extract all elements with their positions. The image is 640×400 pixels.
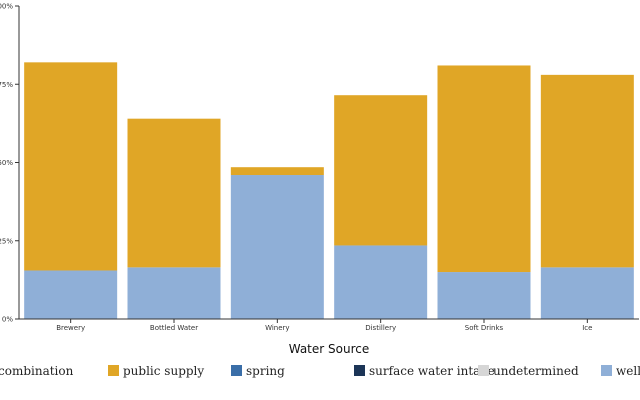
bar-public-supply-ice: [540, 74, 634, 268]
legend-item: public supply: [108, 364, 204, 378]
legend-label: combination: [0, 364, 74, 378]
legend-label: well: [616, 364, 640, 378]
y-tick-label: 50%: [0, 159, 13, 167]
legend-label: undetermined: [493, 364, 579, 378]
bar-well-ice: [540, 267, 634, 319]
legend-swatch: [354, 365, 365, 376]
x-tick-label: Ice: [582, 324, 592, 332]
x-tick-label: Distillery: [365, 324, 396, 332]
x-axis: Brewery Bottled Water Winery Distillery Soft…: [19, 318, 639, 332]
bar-well-winery: [230, 175, 324, 319]
legend-item: spring: [231, 364, 285, 378]
legend-swatch: [601, 365, 612, 376]
legend: combination public supply spring surface wa…: [0, 364, 640, 378]
y-tick-label: 25%: [0, 237, 13, 245]
x-tick-label: Brewery: [56, 324, 85, 332]
x-tick-label: Winery: [265, 324, 289, 332]
legend-label: spring: [246, 364, 285, 378]
legend-item: undetermined: [478, 364, 579, 378]
bar-public-supply-bottled-water: [127, 118, 221, 268]
legend-swatch: [108, 365, 119, 376]
bar-well-brewery: [24, 270, 118, 319]
bar-public-supply-brewery: [24, 62, 118, 271]
bar-well-soft-drinks: [437, 272, 531, 319]
x-tick-label: Bottled Water: [150, 324, 198, 332]
bar-public-supply-distillery: [334, 95, 428, 246]
y-axis: 0% 25% 50% 75% 100%: [0, 3, 20, 324]
y-tick-label: 100%: [0, 3, 13, 11]
x-tick-label: Soft Drinks: [465, 324, 504, 332]
bar-well-distillery: [334, 245, 428, 319]
legend-label: public supply: [123, 364, 204, 378]
bar-well-bottled-water: [127, 267, 221, 319]
legend-swatch: [231, 365, 242, 376]
bar-public-supply-soft-drinks: [437, 65, 531, 273]
bars: [24, 62, 634, 319]
legend-item: combination: [0, 364, 74, 378]
bar-public-supply-winery: [230, 167, 324, 176]
y-tick-label: 0%: [2, 316, 13, 324]
legend-item: well: [601, 364, 640, 378]
y-tick-label: 75%: [0, 81, 13, 89]
x-axis-title: Water Source: [289, 342, 370, 356]
legend-label: surface water intake: [369, 364, 495, 378]
legend-item: surface water intake: [354, 364, 495, 378]
legend-swatch: [478, 365, 489, 376]
